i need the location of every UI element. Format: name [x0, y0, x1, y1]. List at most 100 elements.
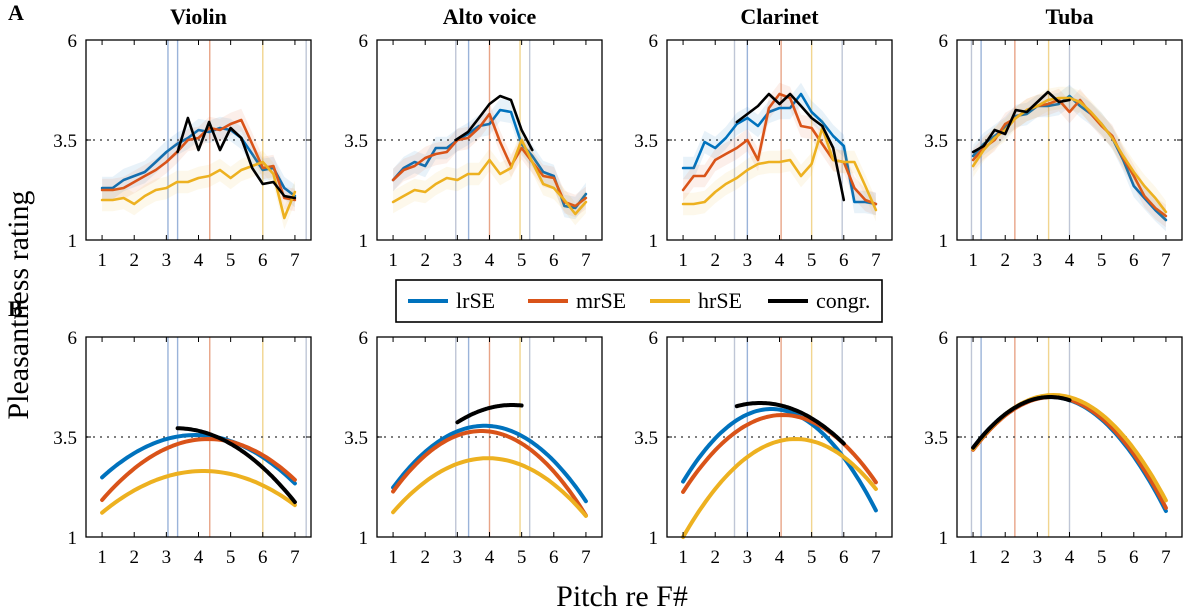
x-tick-label: 3 [162, 547, 172, 568]
panel-b-alto-voice: 1 2 3 4 5 6 7 1 3.5 6 [344, 328, 603, 568]
y-tick-label: 6 [939, 31, 949, 52]
x-tick-label: 3 [1033, 250, 1043, 271]
series-line-hrse [391, 138, 588, 216]
series-line-mrse [100, 437, 297, 502]
x-tick-label: 6 [1129, 250, 1139, 271]
x-tick-label: 7 [290, 250, 300, 271]
series-line-mrse [971, 98, 1168, 218]
x-tick-label: 5 [517, 250, 527, 271]
legend-label: lrSE [456, 288, 495, 313]
series-band-hrse [973, 86, 1166, 224]
x-tick-label: 1 [97, 250, 107, 271]
x-tick-label: 6 [839, 547, 849, 568]
series-line-lrse [681, 92, 878, 206]
panel-title: Clarinet [740, 4, 819, 29]
legend-label: hrSE [698, 288, 742, 313]
legend-entry-congr: congr. [768, 288, 870, 313]
series-band-lrse [102, 116, 295, 208]
series-line-mrse [681, 413, 878, 494]
x-tick-label: 1 [97, 547, 107, 568]
y-tick-label: 6 [359, 31, 369, 52]
x-tick-label: 3 [453, 547, 463, 568]
x-tick-label: 2 [1000, 250, 1010, 271]
series-line-congr [735, 92, 846, 202]
x-tick-label: 7 [290, 547, 300, 568]
series-line-congr [971, 395, 1072, 450]
x-tick-label: 1 [388, 250, 398, 271]
x-tick-label: 7 [1161, 250, 1171, 271]
x-tick-label: 5 [807, 547, 817, 568]
series-band-hrse [393, 128, 586, 226]
y-tick-label: 6 [68, 31, 78, 52]
legend-entry-mrse: mrSE [528, 288, 626, 313]
panel-a-clarinet: Clarinet 1 2 3 4 5 6 7 1 3.5 6 [634, 4, 893, 271]
panel-a-alto-voice: Alto voice 1 2 3 4 5 6 7 1 3.5 6 [344, 4, 603, 271]
y-tick-label: 3.5 [634, 131, 658, 152]
series-band-mrse [973, 88, 1166, 228]
x-tick-label: 5 [1097, 547, 1107, 568]
legend-label: congr. [816, 288, 870, 313]
x-tick-label: 7 [1161, 547, 1171, 568]
series-line-congr [971, 90, 1071, 154]
x-tick-label: 6 [258, 250, 268, 271]
panel-title: Alto voice [443, 4, 537, 29]
panel-title: Violin [170, 4, 227, 29]
x-tick-label: 2 [420, 547, 430, 568]
x-tick-label: 7 [871, 250, 881, 271]
y-tick-label: 1 [939, 528, 949, 549]
x-tick-label: 1 [678, 547, 688, 568]
x-tick-label: 5 [226, 250, 236, 271]
panel-b-clarinet: 1 2 3 4 5 6 7 1 3.5 6 [634, 328, 893, 568]
x-tick-label: 6 [549, 250, 559, 271]
series-line-congr [176, 116, 297, 200]
x-tick-label: 3 [453, 250, 463, 271]
x-tick-label: 6 [839, 250, 849, 271]
y-tick-label: 3.5 [344, 131, 368, 152]
y-tick-label: 6 [68, 328, 78, 349]
x-tick-label: 4 [775, 547, 785, 568]
x-tick-label: 6 [1129, 547, 1139, 568]
series-band-lrse [973, 84, 1166, 232]
series-line-lrse [391, 108, 588, 210]
y-tick-label: 1 [68, 231, 78, 252]
x-tick-label: 5 [807, 250, 817, 271]
series-line-hrse [100, 160, 297, 220]
y-tick-label: 3.5 [924, 428, 948, 449]
legend-entry-hrse: hrSE [650, 288, 742, 313]
x-tick-label: 3 [1033, 547, 1043, 568]
x-tick-label: 1 [388, 547, 398, 568]
y-tick-label: 3.5 [344, 428, 368, 449]
series-line-hrse [971, 96, 1168, 214]
x-tick-label: 5 [1097, 250, 1107, 271]
x-tick-label: 2 [129, 547, 139, 568]
panels: Violin 1 2 3 4 5 6 7 1 3.5 6 Alto voice 1 2 3 4 5 6 7 1 3.5 6… [53, 4, 1183, 568]
panel-a-tuba: Tuba 1 2 3 4 5 6 7 1 3.5 6 [924, 4, 1183, 271]
series-line-congr [734, 401, 846, 446]
x-tick-label: 4 [1065, 547, 1075, 568]
x-tick-label: 5 [517, 547, 527, 568]
y-tick-label: 3.5 [924, 131, 948, 152]
x-tick-label: 2 [710, 250, 720, 271]
y-tick-label: 3.5 [53, 131, 77, 152]
x-tick-label: 3 [743, 547, 753, 568]
x-tick-label: 7 [581, 547, 591, 568]
x-tick-label: 2 [129, 250, 139, 271]
x-tick-label: 4 [485, 250, 495, 271]
series-line-hrse [100, 469, 297, 515]
row-label-a: A [8, 0, 24, 25]
panel-title: Tuba [1045, 4, 1093, 29]
y-axis-label: Pleasantness rating [2, 190, 35, 419]
x-tick-label: 7 [871, 547, 881, 568]
x-tick-label: 5 [226, 547, 236, 568]
y-tick-label: 1 [649, 528, 659, 549]
series-band-mrse [683, 82, 876, 216]
legend-label: mrSE [576, 288, 626, 313]
y-tick-label: 1 [68, 528, 78, 549]
x-axis-label: Pitch re F# [556, 580, 688, 613]
series-line-congr [455, 403, 524, 425]
x-tick-label: 4 [194, 547, 204, 568]
y-tick-label: 1 [649, 231, 659, 252]
x-tick-label: 1 [968, 250, 978, 271]
legend: lrSE mrSE hrSE congr. [395, 279, 883, 323]
